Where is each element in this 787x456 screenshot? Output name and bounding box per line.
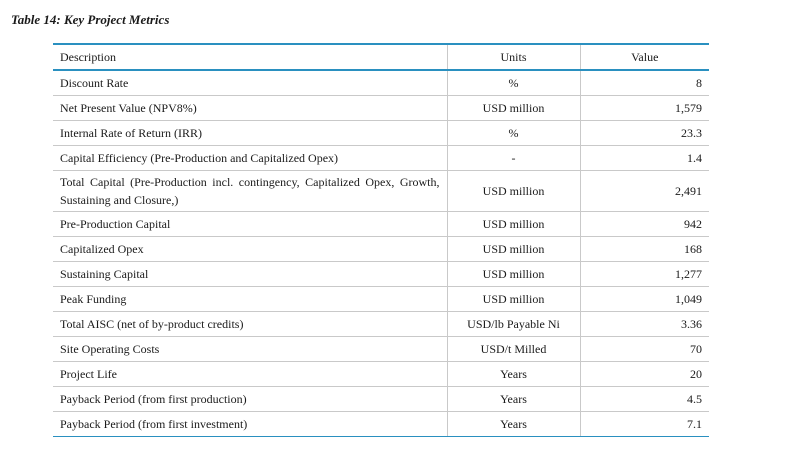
row-description: Discount Rate xyxy=(53,70,447,96)
row-value: 942 xyxy=(579,211,709,237)
table-row: Site Operating Costs USD/t Milled 70 xyxy=(53,336,709,362)
row-value: 1.4 xyxy=(579,145,709,171)
header-description: Description xyxy=(53,43,447,71)
key-project-metrics-table: Description Units Value Discount Rate % … xyxy=(53,43,709,437)
row-description: Payback Period (from first investment) xyxy=(53,411,447,437)
table-row: Internal Rate of Return (IRR) % 23.3 xyxy=(53,120,709,146)
row-units: USD million xyxy=(446,211,580,237)
row-value: 8 xyxy=(579,70,709,96)
table-row: Pre-Production Capital USD million 942 xyxy=(53,211,709,237)
row-value: 20 xyxy=(579,361,709,387)
table-row: Payback Period (from first investment) Y… xyxy=(53,411,709,437)
row-units: USD million xyxy=(446,286,580,312)
row-value: 1,579 xyxy=(579,95,709,121)
table-row: Discount Rate % 8 xyxy=(53,70,709,96)
table-row: Total Capital (Pre-Production incl. cont… xyxy=(53,170,709,212)
row-value: 70 xyxy=(579,336,709,362)
row-description: Project Life xyxy=(53,361,447,387)
row-description: Total AISC (net of by-product credits) xyxy=(53,311,447,337)
row-value: 2,491 xyxy=(579,170,709,212)
table-row: Total AISC (net of by-product credits) U… xyxy=(53,311,709,337)
header-units: Units xyxy=(446,43,580,71)
row-description: Net Present Value (NPV8%) xyxy=(53,95,447,121)
row-units: USD/lb Payable Ni xyxy=(446,311,580,337)
row-units: Years xyxy=(446,361,580,387)
row-description: Sustaining Capital xyxy=(53,261,447,287)
row-units: USD million xyxy=(446,95,580,121)
row-value: 4.5 xyxy=(579,386,709,412)
row-units: % xyxy=(446,120,580,146)
row-value: 168 xyxy=(579,236,709,262)
row-units: USD million xyxy=(446,236,580,262)
table-row: Project Life Years 20 xyxy=(53,361,709,387)
table-row: Payback Period (from first production) Y… xyxy=(53,386,709,412)
table-row: Net Present Value (NPV8%) USD million 1,… xyxy=(53,95,709,121)
table-row: Peak Funding USD million 1,049 xyxy=(53,286,709,312)
row-units: USD million xyxy=(446,261,580,287)
row-units: % xyxy=(446,70,580,96)
row-units: USD/t Milled xyxy=(446,336,580,362)
row-description: Capitalized Opex xyxy=(53,236,447,262)
row-value: 7.1 xyxy=(579,411,709,437)
row-description: Site Operating Costs xyxy=(53,336,447,362)
row-units: - xyxy=(446,145,580,171)
row-value: 1,277 xyxy=(579,261,709,287)
row-description: Pre-Production Capital xyxy=(53,211,447,237)
table-header-row: Description Units Value xyxy=(53,43,709,71)
row-description: Payback Period (from first production) xyxy=(53,386,447,412)
table-caption: Table 14: Key Project Metrics xyxy=(11,12,170,27)
row-description: Peak Funding xyxy=(53,286,447,312)
row-units: Years xyxy=(446,386,580,412)
row-value: 23.3 xyxy=(579,120,709,146)
row-units: USD million xyxy=(446,170,580,212)
header-value: Value xyxy=(579,43,709,71)
row-value: 3.36 xyxy=(579,311,709,337)
table-row: Capitalized Opex USD million 168 xyxy=(53,236,709,262)
table-row: Capital Efficiency (Pre-Production and C… xyxy=(53,145,709,171)
row-description: Total Capital (Pre-Production incl. cont… xyxy=(53,170,447,212)
row-units: Years xyxy=(446,411,580,437)
row-value: 1,049 xyxy=(579,286,709,312)
row-description: Capital Efficiency (Pre-Production and C… xyxy=(53,145,447,171)
table-row: Sustaining Capital USD million 1,277 xyxy=(53,261,709,287)
row-description: Internal Rate of Return (IRR) xyxy=(53,120,447,146)
